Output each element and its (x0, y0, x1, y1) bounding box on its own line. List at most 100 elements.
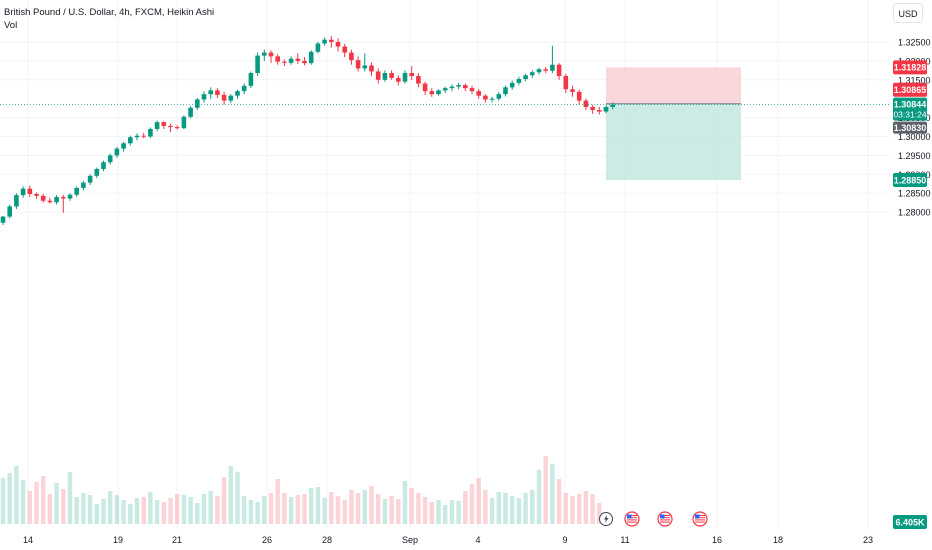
candle[interactable] (282, 59, 287, 67)
stop-loss-zone[interactable] (606, 67, 741, 104)
candle[interactable] (563, 73, 569, 94)
candle[interactable] (201, 91, 207, 103)
candle[interactable] (523, 73, 528, 82)
candle[interactable] (7, 204, 12, 219)
candle[interactable] (449, 84, 455, 92)
bid-price-badge[interactable]: 1.30830 (893, 121, 927, 134)
stop-loss-price-badge[interactable]: 1.31828 (893, 60, 927, 75)
candle[interactable] (610, 102, 615, 110)
candle[interactable] (329, 35, 334, 48)
candle[interactable] (107, 153, 113, 165)
candle[interactable] (469, 85, 475, 95)
candle[interactable] (456, 82, 461, 90)
candle[interactable] (409, 66, 414, 80)
candle[interactable] (342, 43, 347, 58)
candle[interactable] (597, 107, 602, 115)
volume-indicator-label[interactable]: Vol (4, 20, 18, 31)
candle[interactable] (315, 42, 321, 54)
candle[interactable] (174, 125, 180, 130)
candle[interactable] (87, 174, 93, 185)
candle[interactable] (375, 68, 381, 84)
candle[interactable] (570, 85, 575, 97)
candle[interactable] (195, 97, 200, 111)
candle[interactable] (349, 49, 354, 65)
candle[interactable] (308, 50, 314, 65)
candle[interactable] (496, 91, 502, 101)
candle[interactable] (550, 45, 555, 73)
take-profit-zone[interactable] (606, 103, 741, 180)
candle[interactable] (416, 72, 421, 88)
candle[interactable] (101, 160, 106, 172)
candle[interactable] (556, 63, 562, 80)
candle[interactable] (483, 94, 488, 103)
candle[interactable] (396, 75, 401, 86)
candle[interactable] (302, 57, 307, 66)
candle[interactable] (228, 94, 234, 104)
candle[interactable] (161, 121, 167, 129)
candle[interactable] (429, 88, 435, 97)
candle[interactable] (54, 195, 59, 205)
candle[interactable] (14, 193, 19, 210)
lightning-icon[interactable] (599, 512, 613, 526)
volume-value-badge[interactable]: 6.405K (893, 515, 927, 529)
candle[interactable] (382, 70, 388, 82)
candle[interactable] (603, 105, 609, 114)
candle[interactable] (141, 132, 146, 139)
us-flag-icon[interactable] (624, 511, 640, 527)
candle[interactable] (516, 76, 522, 86)
candle[interactable] (248, 71, 254, 89)
candle[interactable] (47, 197, 53, 204)
candle[interactable] (509, 80, 515, 90)
candle[interactable] (208, 87, 213, 99)
take-profit-price-badge[interactable]: 1.28850 (893, 172, 927, 187)
candle[interactable] (536, 67, 542, 75)
candle[interactable] (389, 70, 394, 80)
symbol-title[interactable]: British Pound / U.S. Dollar, 4h, FXCM, H… (4, 7, 215, 18)
candle[interactable] (322, 37, 327, 46)
candle[interactable] (154, 120, 160, 132)
candle[interactable] (27, 185, 33, 197)
candle[interactable] (34, 192, 39, 199)
candle[interactable] (422, 81, 428, 95)
candle[interactable] (0, 215, 6, 225)
candle[interactable] (148, 127, 153, 139)
candle[interactable] (168, 123, 173, 132)
candle[interactable] (503, 85, 508, 97)
candle[interactable] (235, 89, 240, 99)
candle[interactable] (355, 56, 361, 72)
candle[interactable] (134, 133, 140, 141)
candle[interactable] (295, 53, 301, 64)
candle[interactable] (215, 88, 220, 98)
candle[interactable] (114, 147, 120, 158)
candle[interactable] (188, 106, 193, 119)
candle[interactable] (463, 83, 468, 92)
candle[interactable] (275, 54, 280, 65)
candle[interactable] (530, 70, 535, 78)
candle[interactable] (94, 167, 100, 179)
candle[interactable] (241, 83, 247, 95)
candle[interactable] (335, 38, 341, 52)
candle[interactable] (576, 89, 582, 105)
us-flag-icon[interactable] (692, 511, 708, 527)
candle[interactable] (40, 193, 46, 203)
candle[interactable] (67, 193, 73, 201)
candle[interactable] (255, 52, 260, 77)
candle[interactable] (489, 96, 495, 103)
candle[interactable] (362, 53, 368, 72)
candle[interactable] (402, 70, 408, 84)
candle[interactable] (20, 186, 26, 198)
candle[interactable] (590, 104, 595, 114)
candle[interactable] (221, 91, 227, 105)
currency-button[interactable]: USD (893, 3, 923, 23)
candle[interactable] (369, 62, 374, 77)
candle[interactable] (543, 66, 548, 73)
candle[interactable] (121, 141, 126, 152)
candle[interactable] (436, 89, 441, 96)
candle[interactable] (128, 135, 133, 146)
candle[interactable] (181, 115, 187, 129)
candle[interactable] (268, 50, 274, 63)
candle[interactable] (61, 194, 66, 213)
us-flag-icon[interactable] (657, 511, 673, 527)
